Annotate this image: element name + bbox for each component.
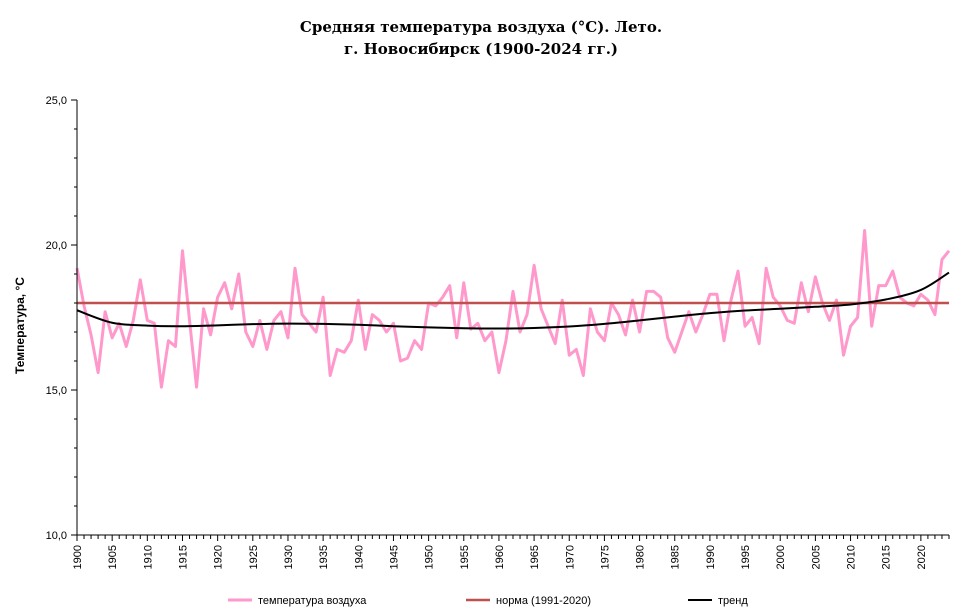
x-tick-label: 1940: [353, 545, 365, 569]
x-tick-label: 1915: [177, 545, 189, 569]
x-tick-label: 1930: [283, 545, 295, 569]
y-tick-label: 10,0: [46, 530, 67, 542]
x-tick-label: 1945: [388, 545, 400, 569]
x-tick-label: 2000: [775, 545, 787, 569]
y-tick-label: 25,0: [46, 95, 67, 107]
y-tick-label: 20,0: [46, 240, 67, 252]
x-tick-label: 1995: [740, 545, 752, 569]
x-tick-label: 1980: [635, 545, 647, 569]
x-tick-label: 1935: [318, 545, 330, 569]
x-tick-label: 2010: [846, 545, 858, 569]
x-tick-label: 1960: [494, 545, 506, 569]
legend-label: тренд: [718, 595, 748, 607]
y-axis-label: Температура, °С: [13, 277, 27, 374]
x-tick-label: 1900: [72, 545, 84, 569]
chart-title: Средняя температура воздуха (°C). Лето.: [299, 18, 663, 36]
x-tick-label: 1910: [142, 545, 154, 569]
legend-label: норма (1991-2020): [496, 595, 591, 607]
x-tick-label: 1950: [424, 545, 436, 569]
x-tick-label: 1920: [213, 545, 225, 569]
x-tick-label: 2015: [881, 545, 893, 569]
series-line-temperature: [75, 229, 951, 389]
x-tick-label: 1965: [529, 545, 541, 569]
x-tick-label: 1905: [107, 545, 119, 569]
x-tick-label: 1990: [705, 545, 717, 569]
x-tick-label: 1955: [459, 545, 471, 569]
chart-subtitle: г. Новосибирск (1900-2024 гг.): [343, 40, 619, 58]
x-tick-label: 1970: [564, 545, 576, 569]
x-tick-label: 1925: [248, 545, 260, 569]
x-tick-label: 2020: [916, 545, 928, 569]
x-tick-label: 2005: [810, 545, 822, 569]
series-line-trend: [76, 271, 950, 330]
legend-label: температура воздуха: [258, 595, 367, 607]
x-tick-label: 1975: [599, 545, 611, 569]
y-tick-label: 15,0: [46, 385, 67, 397]
x-tick-label: 1985: [670, 545, 682, 569]
